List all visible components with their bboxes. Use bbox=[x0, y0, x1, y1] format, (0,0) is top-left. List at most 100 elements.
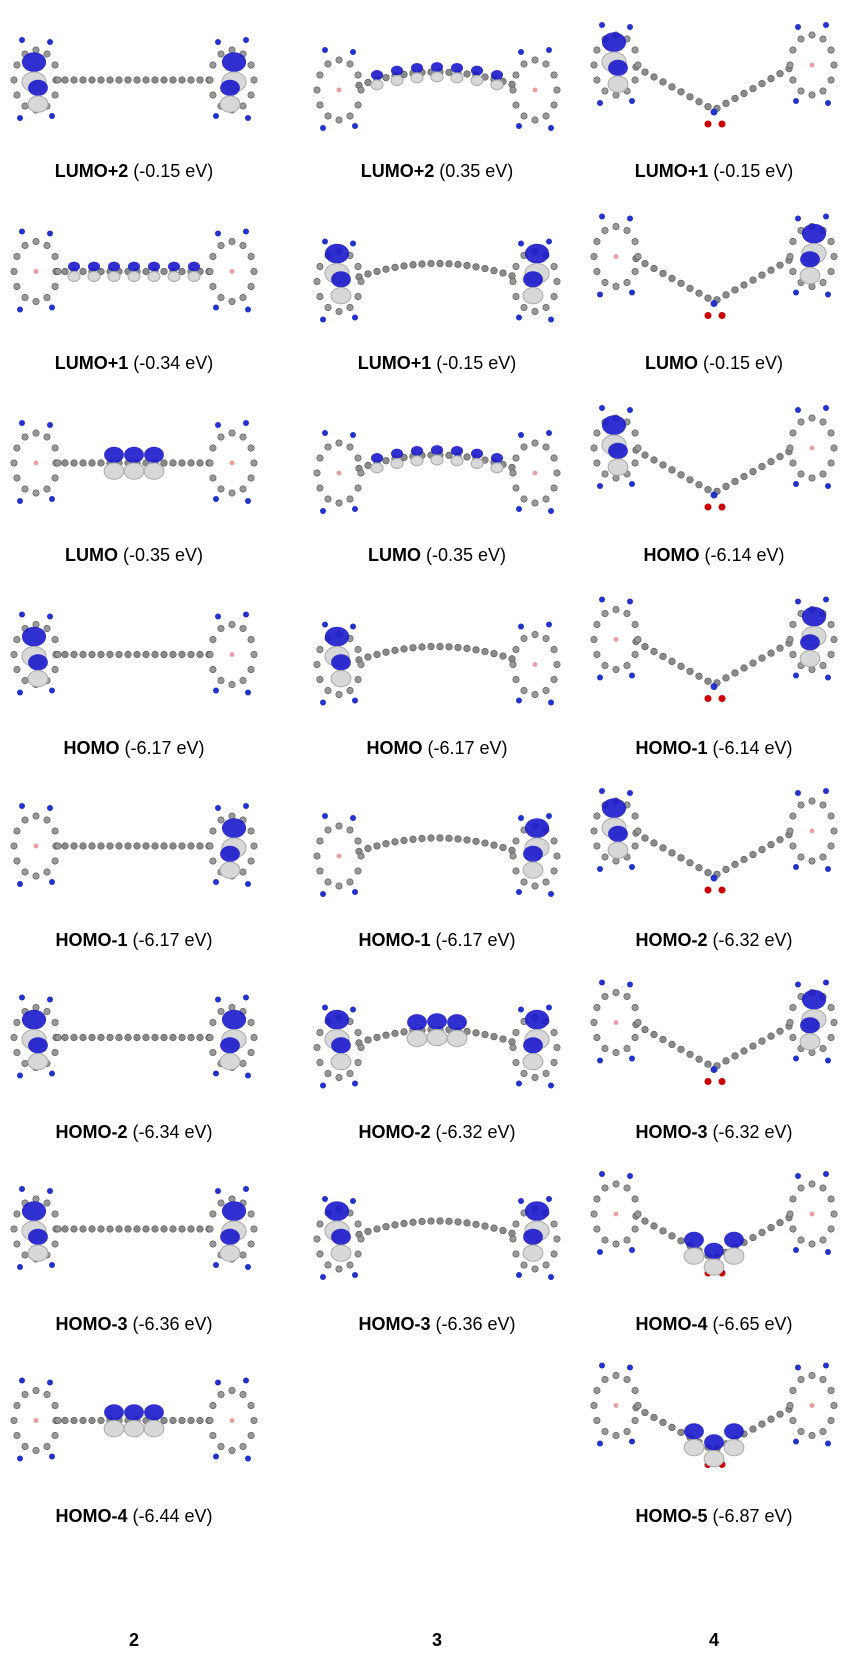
atom bbox=[809, 1372, 815, 1378]
atom bbox=[170, 1226, 177, 1233]
orbital-energy: (-6.32 eV) bbox=[435, 1122, 515, 1142]
orbital-energy: (-6.17 eV) bbox=[132, 930, 212, 950]
atom bbox=[546, 813, 552, 819]
atom bbox=[482, 265, 489, 272]
atom bbox=[52, 253, 58, 259]
lobe bbox=[371, 453, 383, 463]
atom bbox=[49, 1262, 55, 1268]
atom bbox=[518, 1198, 524, 1204]
atom bbox=[179, 460, 186, 467]
atom bbox=[210, 1432, 216, 1438]
lobe bbox=[724, 1440, 744, 1456]
atom bbox=[594, 430, 600, 436]
atom bbox=[732, 861, 739, 868]
atom bbox=[325, 444, 331, 450]
atom bbox=[14, 828, 20, 834]
atom bbox=[632, 1034, 638, 1040]
atom bbox=[510, 1236, 516, 1242]
atom bbox=[809, 1181, 815, 1187]
atom bbox=[52, 92, 58, 98]
atom bbox=[243, 420, 249, 426]
atom bbox=[777, 453, 784, 460]
lobe bbox=[128, 272, 140, 282]
atom bbox=[179, 77, 186, 84]
atom bbox=[347, 113, 353, 119]
atom bbox=[143, 843, 150, 850]
atom bbox=[790, 621, 796, 627]
atom bbox=[510, 661, 516, 667]
atom bbox=[678, 280, 685, 287]
atom bbox=[500, 1036, 507, 1043]
atom bbox=[47, 422, 53, 428]
atom bbox=[705, 103, 712, 110]
atom bbox=[71, 460, 78, 467]
atom bbox=[543, 1262, 549, 1268]
atom bbox=[642, 69, 649, 76]
atom bbox=[14, 92, 20, 98]
atom bbox=[642, 1026, 649, 1033]
atom bbox=[669, 275, 676, 282]
atom bbox=[170, 1034, 177, 1041]
atom bbox=[240, 486, 246, 492]
atom bbox=[798, 1428, 804, 1434]
atom bbox=[218, 51, 224, 57]
atom bbox=[446, 1218, 453, 1225]
atom bbox=[705, 695, 712, 702]
atom bbox=[207, 843, 213, 849]
atom bbox=[19, 1186, 25, 1192]
atom bbox=[336, 1074, 342, 1080]
atom bbox=[594, 460, 600, 466]
atom bbox=[355, 263, 361, 269]
atom bbox=[188, 77, 195, 84]
atom bbox=[143, 1034, 150, 1041]
atom bbox=[790, 813, 796, 819]
atom bbox=[347, 879, 353, 885]
atom bbox=[551, 868, 557, 874]
orbital-energy: (-6.44 eV) bbox=[132, 1506, 212, 1526]
atom bbox=[317, 1059, 323, 1065]
atom bbox=[11, 77, 17, 83]
atom bbox=[602, 279, 608, 285]
atom bbox=[215, 805, 221, 811]
atom bbox=[240, 1391, 246, 1397]
atom bbox=[660, 1228, 667, 1235]
atom bbox=[632, 1196, 638, 1202]
orbital-label: HOMO-5(-6.87 eV) bbox=[564, 1506, 864, 1527]
atom bbox=[419, 835, 426, 842]
atom bbox=[317, 1221, 323, 1227]
orbital-energy: (-6.14 eV) bbox=[712, 738, 792, 758]
atom bbox=[245, 307, 251, 313]
atom bbox=[825, 1249, 831, 1255]
atom bbox=[790, 1034, 796, 1040]
atom bbox=[446, 835, 453, 842]
atom bbox=[521, 113, 527, 119]
atom bbox=[383, 1223, 390, 1230]
atom bbox=[705, 869, 712, 876]
atom bbox=[798, 419, 804, 425]
atom bbox=[210, 828, 216, 834]
atom bbox=[513, 485, 519, 491]
atom bbox=[17, 307, 23, 313]
atom bbox=[543, 444, 549, 450]
atom bbox=[651, 457, 658, 464]
lobe bbox=[144, 1404, 164, 1420]
atom bbox=[251, 1034, 257, 1040]
atom bbox=[790, 1226, 796, 1232]
atom bbox=[777, 1411, 784, 1418]
atom bbox=[614, 1403, 619, 1408]
atom bbox=[543, 496, 549, 502]
atom bbox=[741, 282, 748, 289]
figure: LUMO+2(-0.15 eV)LUMO+1(-0.34 eV)LUMO(-0.… bbox=[0, 0, 864, 1663]
atom bbox=[352, 123, 358, 129]
atom bbox=[197, 1226, 204, 1233]
atom bbox=[464, 645, 471, 652]
atom bbox=[134, 1226, 141, 1233]
atom bbox=[17, 115, 23, 121]
atom bbox=[599, 22, 605, 28]
atom bbox=[33, 1387, 39, 1393]
atom bbox=[215, 997, 221, 1003]
lobe bbox=[144, 1421, 164, 1437]
atom bbox=[594, 1004, 600, 1010]
atom bbox=[777, 836, 784, 843]
lobe bbox=[104, 463, 124, 479]
